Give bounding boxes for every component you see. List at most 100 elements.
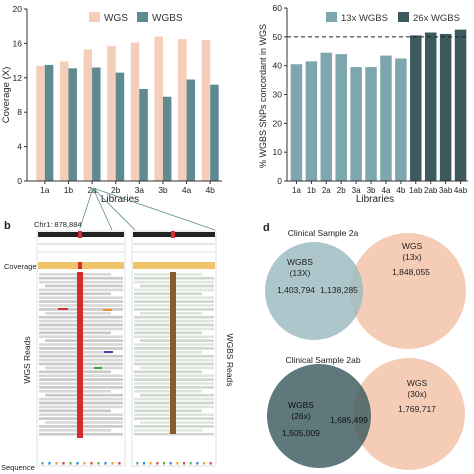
wgs-mismatch-mark [104,351,113,353]
venn-title: Clinical Sample 2a [288,228,359,238]
venn-circle-wgbs [265,242,363,340]
zoom-connector-line [92,187,216,231]
venn-right-label: WGS [402,241,423,251]
legend-label-wgbs: WGBS [152,13,183,24]
y-tick-label: 20 [13,4,23,14]
venn-circle-wgbs [267,364,371,468]
read-row [134,390,202,393]
sequence-base [149,462,152,465]
read-row [134,409,202,413]
coverage-bars [36,36,219,182]
bar-4a [380,55,392,182]
x-tick-label-3ab: 3ab [439,186,453,195]
locus-label: Chr1: 878,884 [34,220,82,229]
y-tick-label: 50 [273,32,283,42]
bar-1a [290,64,303,181]
zoom-connector-line [92,187,113,231]
x-tick-label-1ab: 1ab [409,186,423,195]
coverage-y-axis-ticks: 0 4 8 12 16 20 [13,4,27,186]
wgs-variant-column [77,272,83,438]
y-tick-label: 40 [273,61,283,71]
concordance-bars [290,29,467,182]
concordance-y-axis-ticks: 0 10 20 30 40 50 60 [273,3,287,186]
wgs-reads-label: WGS Reads [22,336,32,383]
bar-wgs-3b [154,36,163,181]
sequence-base [97,462,100,465]
sequence-base [209,462,212,465]
y-tick-label: 4 [17,142,22,152]
sequence-base [104,462,107,465]
x-tick-label-4a: 4a [382,186,391,195]
y-tick-label: 0 [17,176,22,186]
bar-wgs-3a [130,42,140,181]
x-tick-label-4a: 4a [182,185,192,195]
genome-browser-panel: b Chr1: 878,884 [1,187,235,472]
bar-2a [320,52,333,181]
concordance-bar-chart: 0 10 20 30 40 50 60 1a 1b 2a 2b 3a 3b 4a 4b 1ab 2ab 3ab 4… [258,3,468,205]
sequence-base [203,462,205,465]
legend-label-13x-wgbs: 13x WGBS [341,13,388,24]
bar-wgs-2b [107,45,116,182]
read-row [39,390,111,393]
x-tick-label-3b: 3b [367,186,376,195]
concordance-x-axis-label: Libraries [356,194,394,205]
wgbs-variant-column [170,272,176,434]
venn-overlap-count: 1,138,285 [320,285,358,295]
x-tick-label-3a: 3a [135,185,145,195]
read-row [134,370,202,374]
sequence-base [76,462,79,465]
read-row [39,351,111,354]
read-row [45,339,123,342]
bar-wgbs-2b [115,72,125,181]
read-row [45,393,123,397]
read-row [39,370,111,374]
sequence-base [90,462,93,465]
x-tick-label-1a: 1a [40,185,50,195]
coverage-x-axis-label: Libraries [101,194,139,205]
x-tick-label-2a: 2a [322,186,331,195]
x-tick-label-2b: 2b [337,186,346,195]
read-row [140,339,214,342]
venn-right-sub: (30x) [407,389,427,399]
sequence-base [189,462,192,465]
venn-overlap-count: 1,685,499 [330,415,368,425]
wgs-coverage-variant [78,262,82,269]
wgbs-reads-label: WGBS Reads [225,334,235,387]
bar-2b [335,54,347,182]
coverage-y-axis-label: Coverage (X) [1,67,12,124]
x-tick-label-2ab: 2ab [424,186,438,195]
venn-circle-wgs [350,233,466,349]
venn-panel: d Clinical Sample 2a WGBS (13X) 1,403,79… [263,222,466,470]
coverage-track-label: Coverage [4,262,37,271]
read-row [39,409,111,413]
x-tick-label-2b: 2b [111,185,121,195]
x-tick-label-3b: 3b [158,185,168,195]
wgs-browser-track [36,230,126,467]
read-row [39,331,111,335]
wgbs-locus-marker [171,231,175,238]
bar-4ab [454,29,467,181]
read-row [39,273,111,276]
sequence-base [83,462,86,465]
concordance-y-axis-label: % WGBS SNPs concordant in WGS [258,24,268,168]
bar-wgbs-3b [162,96,172,181]
sequence-base [136,462,139,465]
bar-wgbs-4b [210,84,219,181]
bar-wgs-2a [83,49,93,181]
read-row [134,331,202,335]
sequence-base [176,462,179,465]
read-row [134,292,202,296]
legend-label-26x-wgbs: 26x WGBS [413,13,460,24]
panel-label-d: d [263,222,270,234]
wgbs-sequence-track [136,462,212,465]
sequence-base [196,462,199,465]
wgs-mismatch-mark [58,308,68,310]
bar-3ab [439,33,452,182]
x-tick-label-1b: 1b [64,185,74,195]
sequence-base [62,462,65,465]
zoom-connector-line [79,187,94,229]
venn-title: Clinical Sample 2ab [285,355,360,365]
bar-1ab [410,35,422,182]
read-row [134,432,214,436]
